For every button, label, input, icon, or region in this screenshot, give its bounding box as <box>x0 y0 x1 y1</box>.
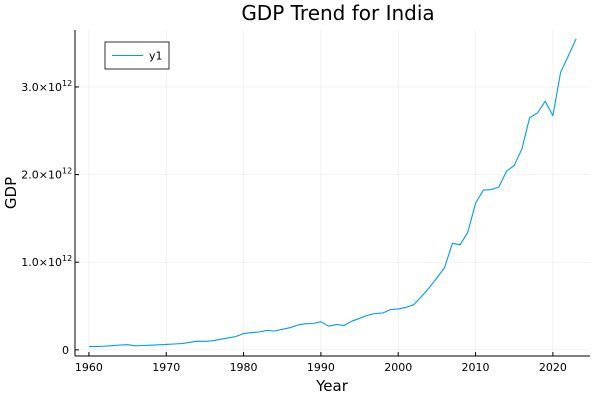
legend-label-y1: y1 <box>149 50 163 63</box>
x-tick-label: 2000 <box>384 361 412 374</box>
y-tick-label: 2.0×10 <box>21 169 62 182</box>
grid-lines <box>75 30 590 356</box>
x-tick-label: 1960 <box>75 361 103 374</box>
y-tick-label: 1.0×10 <box>21 256 62 269</box>
y-tick-exponent: 12 <box>62 167 72 176</box>
x-tick-label: 2020 <box>539 361 567 374</box>
y-tick-labels: 01.0×10 122.0×10 123.0×10 12 <box>21 79 79 357</box>
series-line-y1 <box>88 38 577 348</box>
chart-title: GDP Trend for India <box>241 1 434 25</box>
legend: y1 <box>104 41 170 70</box>
x-axis-label: Year <box>315 377 349 395</box>
x-tick-label: 1980 <box>230 361 258 374</box>
series-lines <box>88 38 577 348</box>
y-tick-exponent: 12 <box>62 254 72 263</box>
y-tick-label: 3.0×10 <box>21 81 62 94</box>
x-tick-label: 1970 <box>152 361 180 374</box>
y-axis-label: GDP <box>2 177 20 209</box>
x-tick-labels: 1960 1970 1980 1990 2000 2010 2020 <box>75 352 567 374</box>
x-tick-label: 2010 <box>462 361 490 374</box>
axes <box>74 30 590 357</box>
y-tick-label: 0 <box>62 344 69 357</box>
x-tick-label: 1990 <box>307 361 335 374</box>
y-tick-exponent: 12 <box>62 79 72 88</box>
